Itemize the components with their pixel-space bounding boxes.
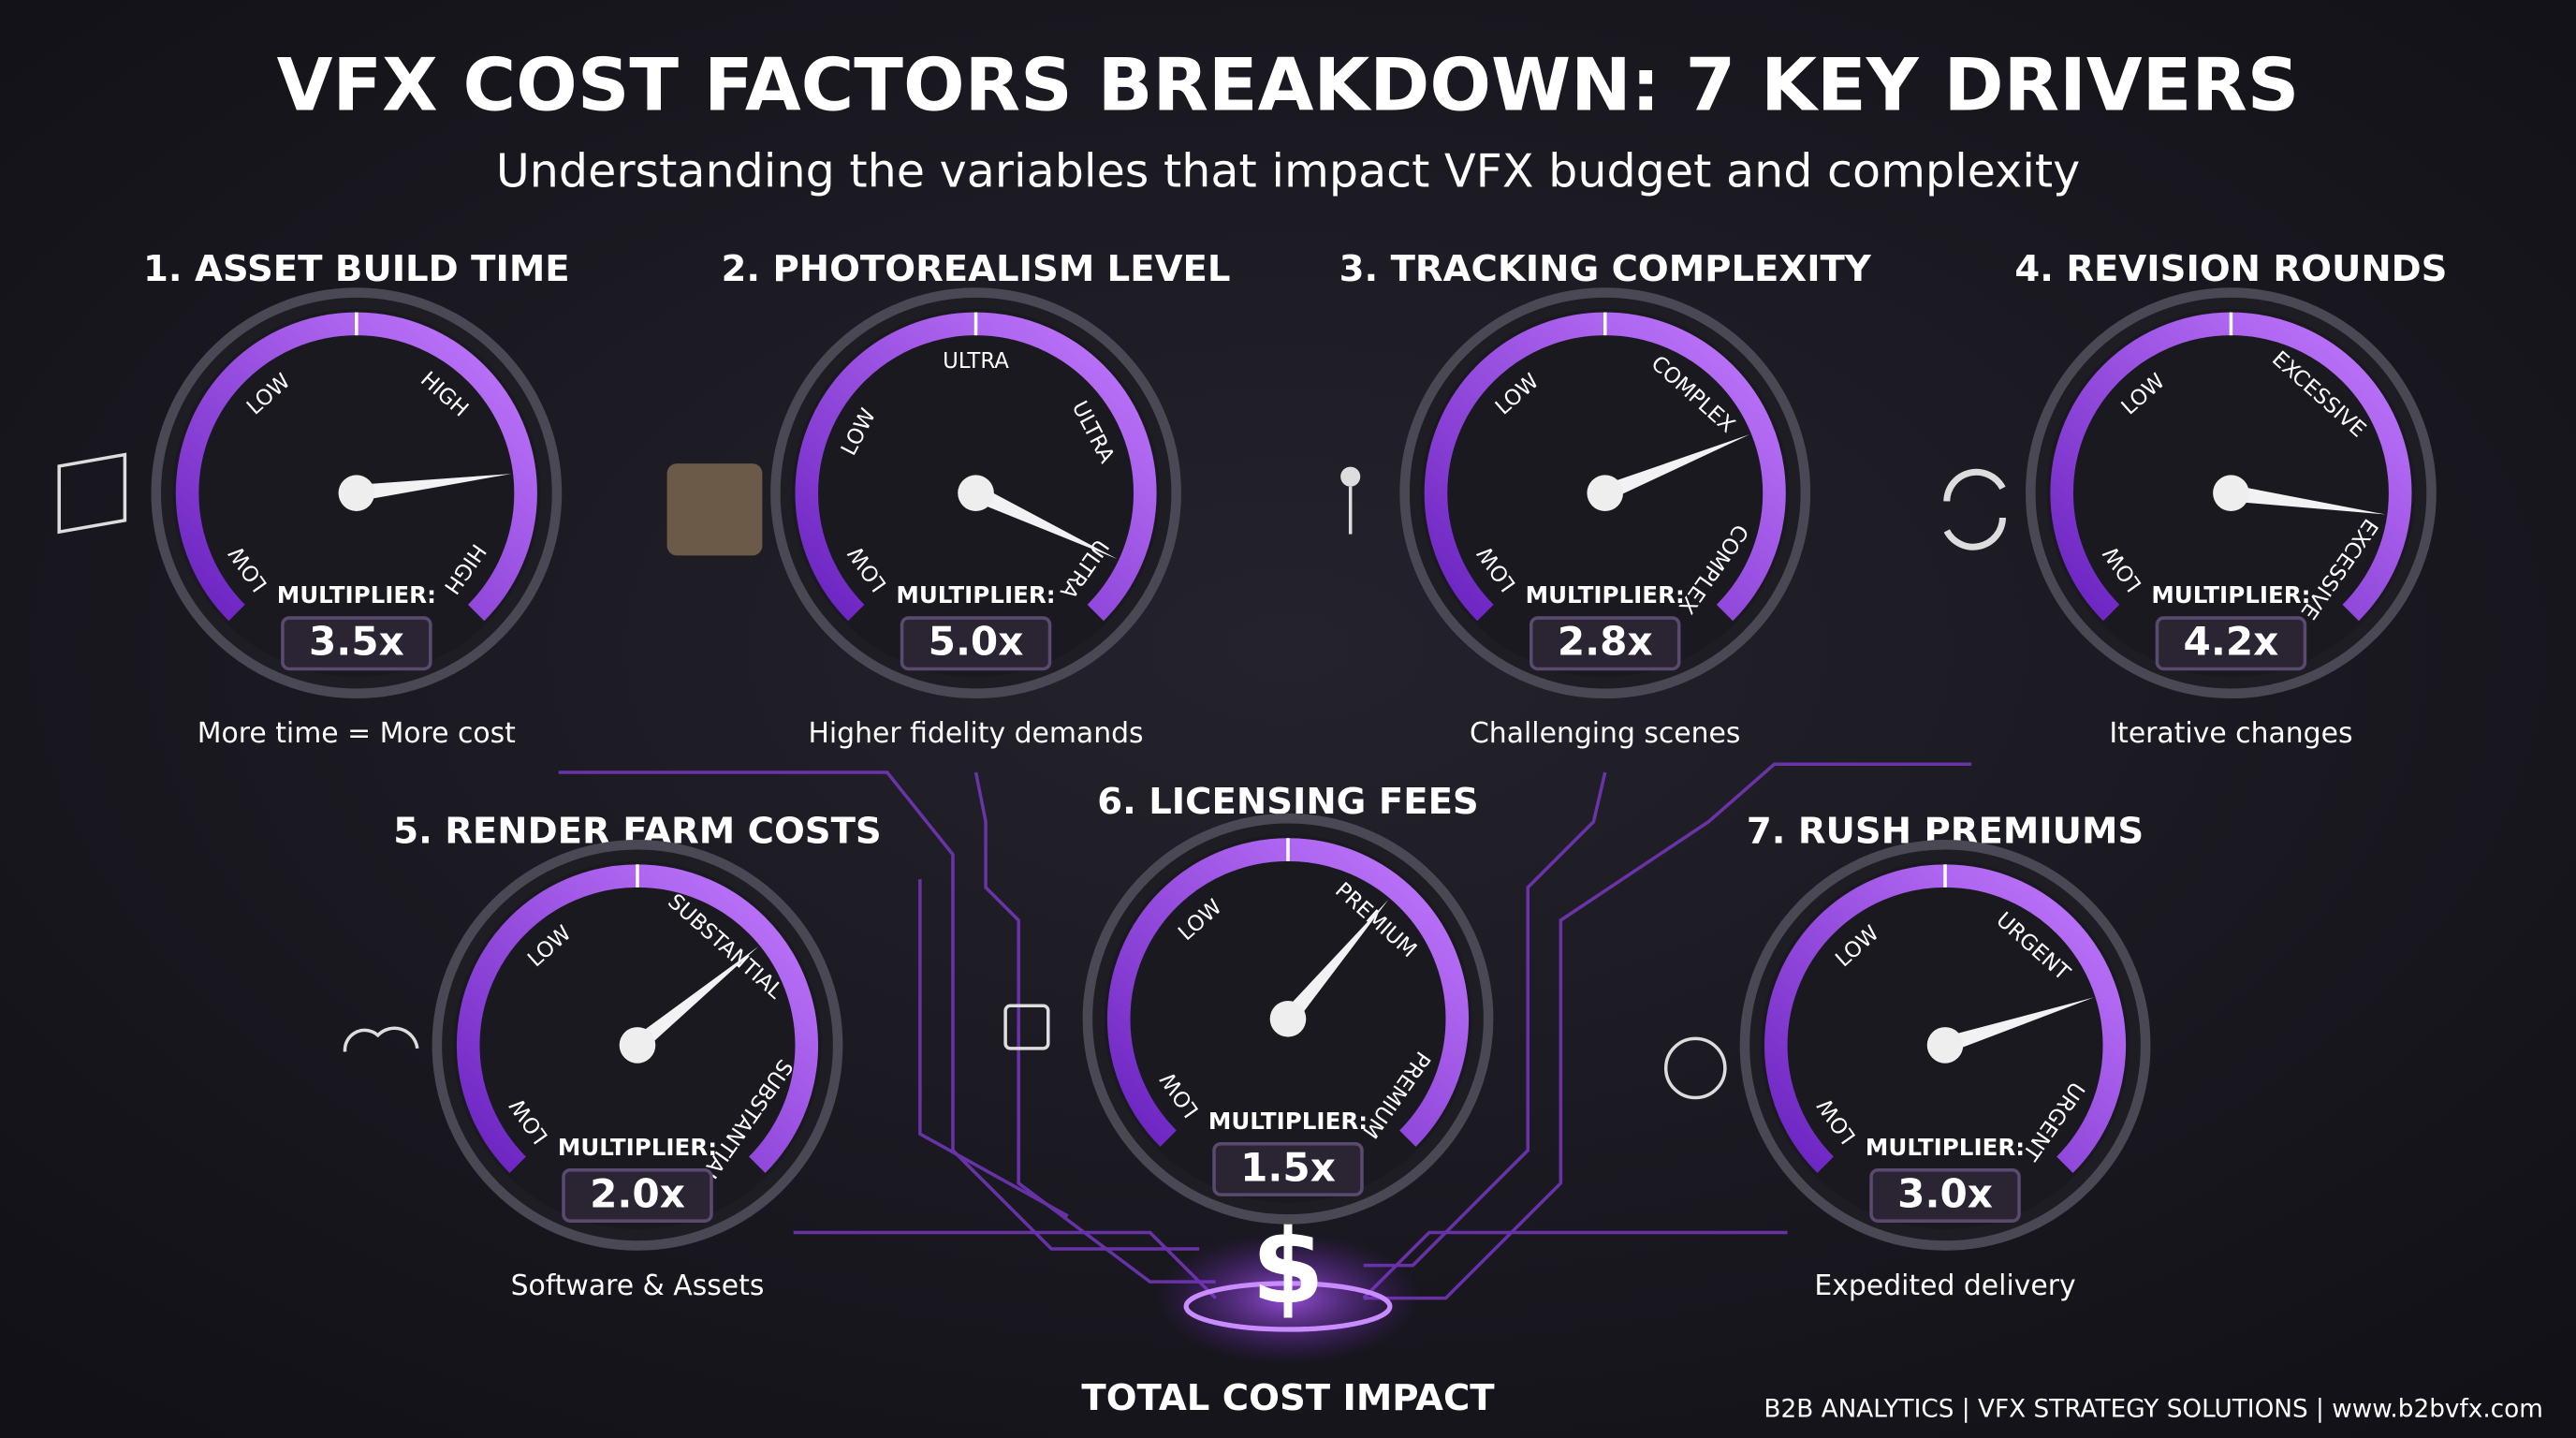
multiplier-label: MULTIPLIER: xyxy=(1866,1134,2025,1161)
dollar-symbol: $ xyxy=(1251,1206,1325,1328)
multiplier-label: MULTIPLIER: xyxy=(1526,581,1685,609)
multiplier-label: MULTIPLIER: xyxy=(558,1134,717,1161)
value-box xyxy=(1530,616,1681,671)
needle xyxy=(632,946,759,1052)
caption: Iterative changes xyxy=(2109,717,2352,750)
needle xyxy=(1942,997,2094,1053)
caption: Higher fidelity demands xyxy=(808,717,1143,750)
footer: B2B ANALYTICS | VFX STRATEGY SOLUTIONS |… xyxy=(1764,1396,2542,1424)
value-label: 2.0x xyxy=(590,1170,685,1216)
gauge: 2. PHOTOREALISM LEVELLOWLOWULTRAULTRAULT… xyxy=(722,248,1231,750)
needle-hub xyxy=(1587,475,1624,511)
value-box xyxy=(562,1168,713,1223)
caption: Software & Assets xyxy=(511,1269,765,1302)
scale-label: ULTRA xyxy=(943,349,1009,374)
subtitle: Understanding the variables that impact … xyxy=(496,144,2080,198)
multiplier-label: MULTIPLIER: xyxy=(277,581,436,609)
caption: Expedited delivery xyxy=(1814,1269,2075,1302)
needle xyxy=(972,485,1118,560)
value-box xyxy=(900,616,1052,671)
needle-hub xyxy=(958,475,994,511)
ring xyxy=(1183,1281,1393,1332)
needle-hub xyxy=(1926,1027,1964,1064)
gauge-title: 3. TRACKING COMPLEXITY xyxy=(1339,248,1872,290)
multiplier-label: MULTIPLIER: xyxy=(1208,1108,1368,1135)
icons xyxy=(57,452,2006,1100)
needle-hub xyxy=(619,1027,656,1064)
gauge-title: 2. PHOTOREALISM LEVEL xyxy=(722,248,1231,290)
title: VFX COST FACTORS BREAKDOWN: 7 KEY DRIVER… xyxy=(277,44,2300,128)
needle-hub xyxy=(1269,1001,1307,1037)
needle xyxy=(2230,484,2386,515)
value-box xyxy=(281,616,432,671)
needle-hub xyxy=(2213,475,2249,511)
needle-hub xyxy=(338,475,375,511)
glow xyxy=(1156,1232,1420,1364)
value-box xyxy=(2155,616,2307,671)
circuit-lines xyxy=(558,762,1972,1300)
needle xyxy=(355,474,512,502)
gauge-title: 1. ASSET BUILD TIME xyxy=(143,248,570,290)
value-label: 3.0x xyxy=(1897,1170,1993,1216)
needle xyxy=(1602,433,1750,501)
center-label: TOTAL COST IMPACT xyxy=(1081,1377,1495,1419)
value-label: 1.5x xyxy=(1240,1144,1336,1190)
caption: More time = More cost xyxy=(198,717,516,750)
value-box xyxy=(1869,1168,2021,1223)
value-label: 5.0x xyxy=(929,619,1024,665)
caption: Challenging scenes xyxy=(1470,717,1740,750)
value-label: 4.2x xyxy=(2184,619,2279,665)
value-label: 2.8x xyxy=(1558,619,1653,665)
gauge-title: 4. REVISION ROUNDS xyxy=(2014,248,2447,290)
needle xyxy=(1281,899,1389,1024)
value-label: 3.5x xyxy=(309,619,404,665)
multiplier-label: MULTIPLIER: xyxy=(2151,581,2310,609)
multiplier-label: MULTIPLIER: xyxy=(896,581,1055,609)
value-box xyxy=(1212,1141,1364,1196)
